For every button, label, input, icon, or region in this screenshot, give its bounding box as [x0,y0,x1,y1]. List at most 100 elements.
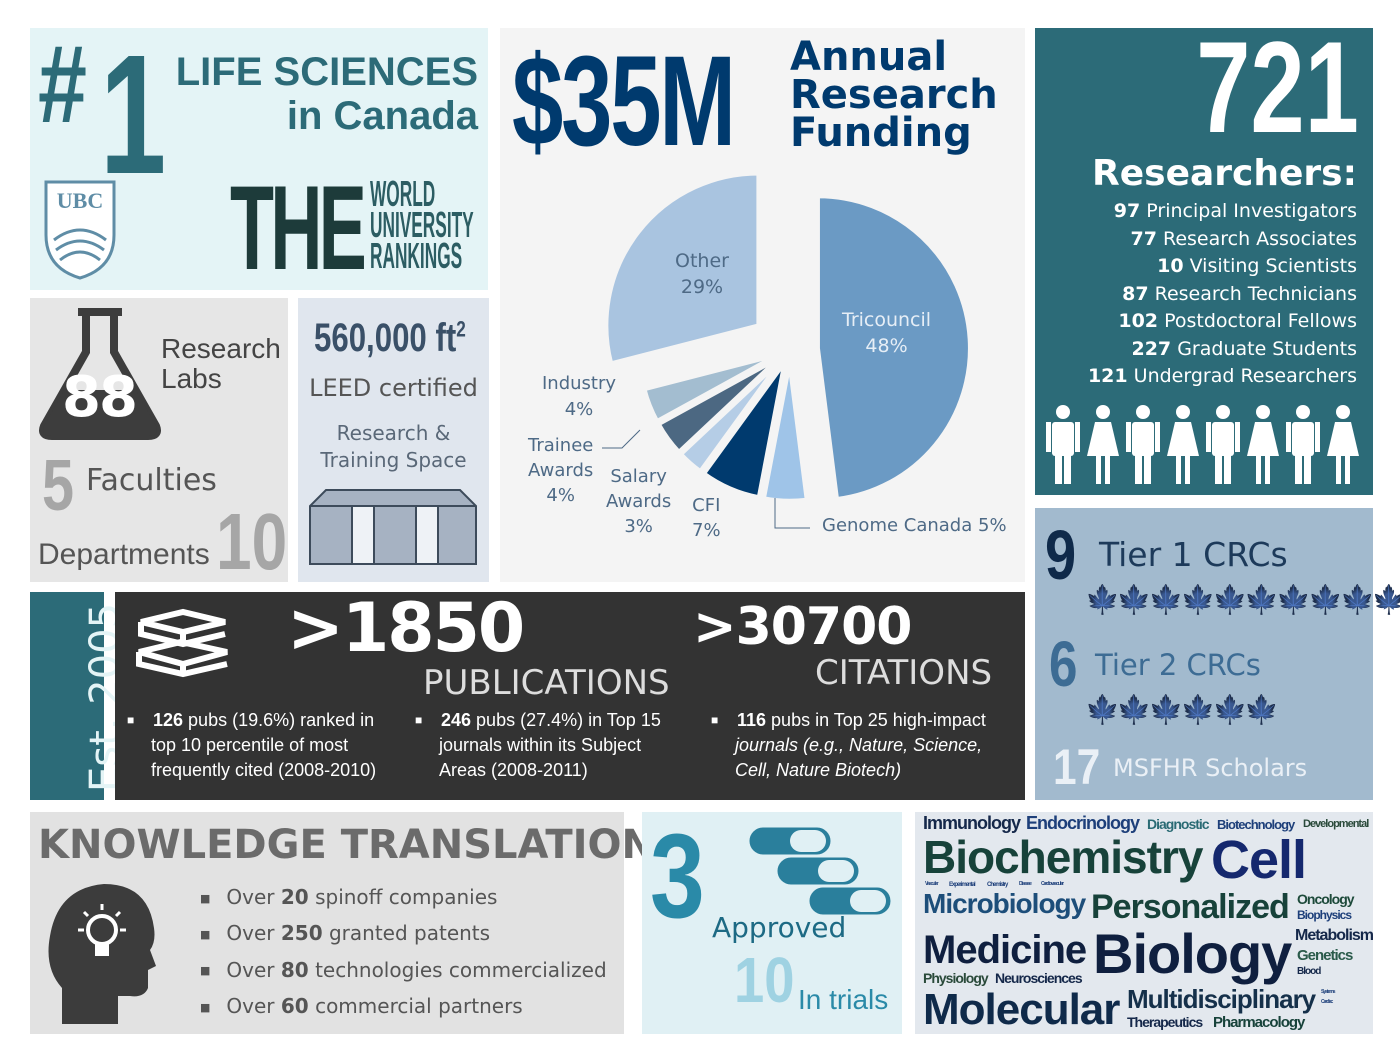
researcher-category: 97 Principal Investigators [1088,198,1357,226]
kt-item-text: commercial partners [308,993,523,1018]
kt-item-prefix: Over [226,993,281,1018]
researcher-count: 121 [1087,365,1128,387]
space-panel: 560,000 ft2 LEED certified Research & Tra… [298,298,489,582]
kt-item-number: 80 [280,957,309,982]
label-trainee-1: Trainee [528,435,594,456]
kt-item: ■ Over 60 commercial partners [200,989,607,1025]
citations-label: CITATIONS [815,653,993,693]
label-trainee-2: Awards [528,460,594,481]
researcher-label: Research Associates [1162,227,1357,250]
space-desc-1: Research & [336,421,451,445]
head-lightbulb-icon [48,884,156,1024]
male-person-icon [1126,405,1160,484]
researcher-label: Principal Investigators [1146,200,1357,222]
labs-label-1: Research [161,333,281,364]
kt-item-number: 250 [280,921,323,946]
maple-leaf-icon: 🍁 [1085,693,1120,726]
pie-slice-salary-awards [678,359,783,474]
researcher-count: 102 [1118,310,1159,332]
trials-count: 10 [734,944,795,1016]
kt-list: ■ Over 20 spinoff companies ■ Over 250 gran… [200,880,607,1025]
tier2-maple-leaf-icons: 🍁🍁🍁🍁🍁🍁 [1085,693,1279,726]
researcher-category: 121 Undergrad Researchers [1088,363,1357,391]
funding-label-3: Funding [790,110,972,156]
labs-label-2: Labs [161,363,222,394]
kt-item-number: 20 [280,885,309,909]
the-rankings-text: WORLD UNIVERSITY RANKINGS [370,173,474,276]
word-cloud-term: Cardiovascular [1041,881,1064,887]
approved-count: 3 [650,809,705,943]
bullet-line2: journals (e.g., Nature, Science, [735,735,983,755]
tier1-count: 9 [1045,516,1077,594]
word-cloud-term: Biophysics [1297,908,1352,922]
word-cloud-term: Biochemistry [923,831,1203,883]
researcher-count: 10 [1157,255,1184,277]
label-cfi: CFI 7% [692,493,721,543]
kt-item-text: granted patents [322,921,491,946]
bullet-marker: ■ [127,713,135,727]
bullet-marker: ■ [200,1000,211,1014]
kt-item-text: spinoff companies [308,885,498,909]
rank-number: 1 [100,20,167,210]
publication-bullet: ■ 116 pubs in Top 25 high-impact journals … [711,708,986,783]
citations-count: >30700 [693,597,912,657]
bullet-line2: top 10 percentile of most [151,735,349,755]
maple-leaf-icon: 🍁 [1212,693,1248,726]
msfhr-count: 17 [1053,739,1101,795]
label-trainee: Trainee Awards 4% [528,433,593,508]
maple-leaf-icon: 🍁 [1340,583,1375,616]
pill-capsule-icon [774,854,862,888]
female-person-icon [1327,405,1359,484]
maple-leaf-icon: 🍁 [1308,583,1343,616]
word-cloud-term: Biotechnology [1217,817,1295,832]
funding-panel: $35M Annual Research Funding Other 29% Tr… [500,28,1025,582]
bullet-marker: ■ [200,928,211,941]
rank-hash: # [38,23,87,146]
maple-leaf-icon: 🍁 [1244,693,1279,726]
label-cfi-name: CFI [692,495,721,516]
research-areas-word-cloud: Immunology Endocrinology Diagnostic Biotech… [915,812,1373,1034]
kt-item-prefix: Over [226,957,281,982]
svg-text:UBC: UBC [57,188,103,213]
maple-leaf-icon: 🍁 [1148,583,1184,616]
word-cloud-term: Chemistry [987,882,1008,888]
word-cloud-term: Diagnostic [1147,816,1210,832]
researchers-total: 721 [1196,14,1359,160]
bullet-number: 126 [153,710,184,730]
bullet-marker: ■ [415,713,423,727]
faculties-label: Faculties [86,463,217,498]
tier2-label: Tier 2 CRCs [1095,648,1261,682]
flask-icon [39,308,161,440]
publications-count: >1850 [287,589,525,668]
label-salary-1: Salary [610,466,667,487]
male-person-icon [1286,405,1320,484]
researchers-heading: Researchers: [1092,153,1357,194]
word-cloud-term: Blood [1297,966,1321,977]
funding-label-2: Research [790,72,998,118]
pill-capsule-icon [806,884,892,918]
people-icons [1046,405,1359,484]
researcher-category: 227 Graduate Students [1088,336,1357,364]
pie-slice-tricouncil [815,194,972,502]
researcher-label: Graduate Students [1177,337,1357,360]
pie-slice-industry [642,353,778,424]
researcher-count: 227 [1131,337,1172,360]
researcher-category: 77 Research Associates [1088,226,1357,254]
female-person-icon [1167,405,1199,484]
researcher-count: 77 [1130,227,1157,250]
pie-slice-genome-canada [761,363,809,503]
rank-title: LIFE SCIENCES in Canada [176,50,478,138]
trainee-leader-line [602,429,641,449]
word-cloud-term: Vascular [925,881,939,887]
the-rankings: RANKINGS [370,235,463,276]
kt-item: ■ Over 80 technologies commercialized [200,953,607,989]
space-area-unit-sup: 2 [456,316,466,342]
the-world: WORLD [370,173,436,214]
labs-panel: 88 Research Labs 5 Faculties Departments … [30,298,288,582]
label-tricouncil-value: 48% [865,335,908,357]
bullet-line3: Areas (2008-2011) [439,760,588,780]
publication-bullet: ■ 126 pubs (19.6%) ranked in top 10 percen… [127,708,376,783]
word-cloud-term: Microbiology [923,888,1086,919]
researcher-category: 10 Visiting Scientists [1088,253,1357,281]
researchers-panel: 721 Researchers: 97 Principal Investigat… [1035,22,1373,495]
